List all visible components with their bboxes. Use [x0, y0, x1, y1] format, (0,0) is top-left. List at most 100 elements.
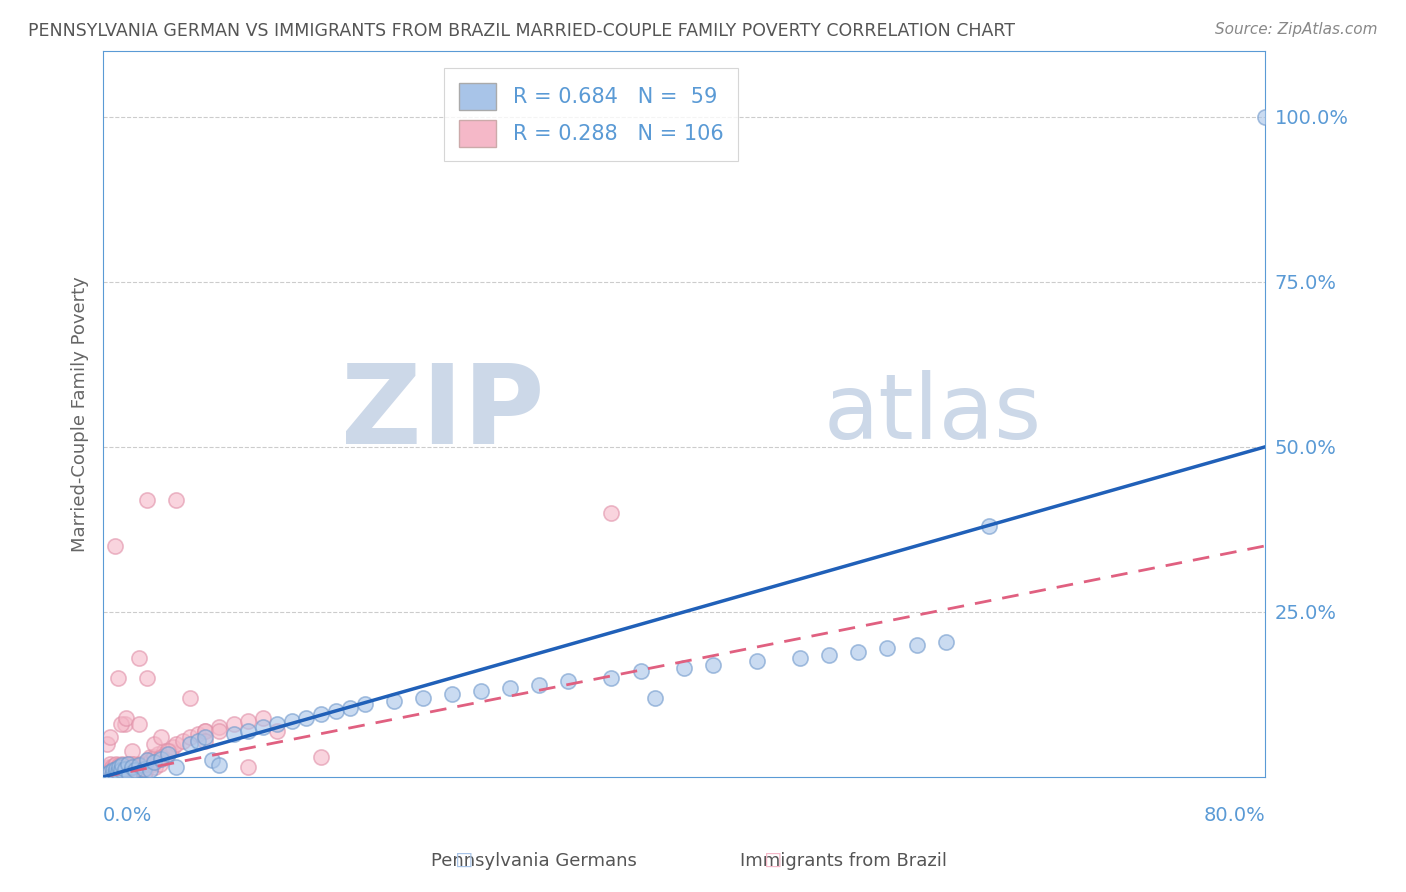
- Point: [630, 665, 652, 679]
- Point: [557, 674, 579, 689]
- Point: [118, 768, 141, 782]
- Point: [208, 723, 231, 738]
- Point: [128, 651, 150, 665]
- Point: [148, 747, 170, 761]
- Point: [600, 506, 623, 520]
- Point: [146, 754, 169, 768]
- Point: [118, 766, 141, 780]
- Point: [789, 651, 811, 665]
- Point: [104, 758, 127, 772]
- Point: [252, 710, 274, 724]
- Point: [124, 760, 146, 774]
- Text: 80.0%: 80.0%: [1204, 806, 1265, 825]
- Point: [157, 743, 180, 757]
- Point: [281, 714, 304, 728]
- Point: [120, 764, 142, 778]
- Point: [125, 764, 148, 778]
- Point: [104, 766, 127, 780]
- Point: [117, 756, 139, 771]
- Point: [93, 769, 115, 783]
- Point: [97, 766, 120, 780]
- Point: [186, 727, 208, 741]
- Point: [117, 756, 139, 771]
- Point: [103, 762, 125, 776]
- Point: [499, 681, 522, 695]
- Point: [150, 751, 173, 765]
- Point: [100, 756, 122, 771]
- Point: [107, 766, 129, 780]
- Point: [124, 764, 146, 778]
- Point: [110, 717, 132, 731]
- Point: [135, 754, 157, 768]
- Point: [108, 764, 131, 778]
- Point: [876, 641, 898, 656]
- Point: [159, 743, 181, 757]
- Point: [122, 756, 145, 771]
- Point: [117, 764, 139, 779]
- Point: [96, 737, 118, 751]
- Point: [104, 539, 127, 553]
- Point: [114, 762, 136, 776]
- Point: [905, 638, 928, 652]
- Point: [848, 644, 870, 658]
- Point: [124, 768, 146, 782]
- Point: [108, 760, 131, 774]
- Point: [165, 737, 187, 751]
- Legend: R = 0.684   N =  59, R = 0.288   N = 106: R = 0.684 N = 59, R = 0.288 N = 106: [444, 69, 738, 161]
- Text: Immigrants from Brazil: Immigrants from Brazil: [740, 852, 948, 870]
- Point: [104, 766, 127, 780]
- Point: [115, 766, 138, 780]
- Text: Source: ZipAtlas.com: Source: ZipAtlas.com: [1215, 22, 1378, 37]
- Point: [101, 760, 124, 774]
- Point: [935, 634, 957, 648]
- Point: [179, 731, 201, 745]
- Point: [222, 717, 245, 731]
- Point: [295, 710, 318, 724]
- Point: [143, 737, 166, 751]
- Point: [145, 760, 167, 774]
- Point: [121, 760, 143, 774]
- Point: [111, 758, 134, 772]
- Point: [412, 690, 434, 705]
- Point: [238, 714, 260, 728]
- Point: [131, 764, 153, 778]
- Point: [238, 760, 260, 774]
- Point: [139, 754, 162, 768]
- Point: [121, 762, 143, 776]
- Point: [100, 764, 122, 779]
- Point: [194, 723, 217, 738]
- Point: [100, 764, 122, 778]
- Point: [121, 743, 143, 757]
- Point: [979, 519, 1001, 533]
- Point: [440, 688, 463, 702]
- Point: [150, 750, 173, 764]
- Point: [153, 743, 176, 757]
- Point: [94, 766, 117, 780]
- Point: [112, 760, 135, 774]
- Point: [111, 764, 134, 779]
- Point: [238, 723, 260, 738]
- Point: [745, 655, 768, 669]
- Point: [600, 671, 623, 685]
- Point: [252, 721, 274, 735]
- Point: [101, 768, 124, 782]
- Point: [96, 768, 118, 782]
- Point: [121, 756, 143, 771]
- Point: [157, 747, 180, 761]
- Point: [132, 762, 155, 776]
- Point: [118, 760, 141, 774]
- Point: [100, 731, 122, 745]
- Point: [222, 727, 245, 741]
- Point: [108, 758, 131, 772]
- Point: [339, 700, 361, 714]
- Point: [128, 717, 150, 731]
- Point: [162, 740, 184, 755]
- Text: ◻: ◻: [763, 850, 783, 870]
- Point: [105, 756, 128, 771]
- Point: [131, 758, 153, 772]
- Point: [135, 756, 157, 771]
- Point: [135, 671, 157, 685]
- Point: [179, 690, 201, 705]
- Point: [114, 717, 136, 731]
- Point: [128, 758, 150, 772]
